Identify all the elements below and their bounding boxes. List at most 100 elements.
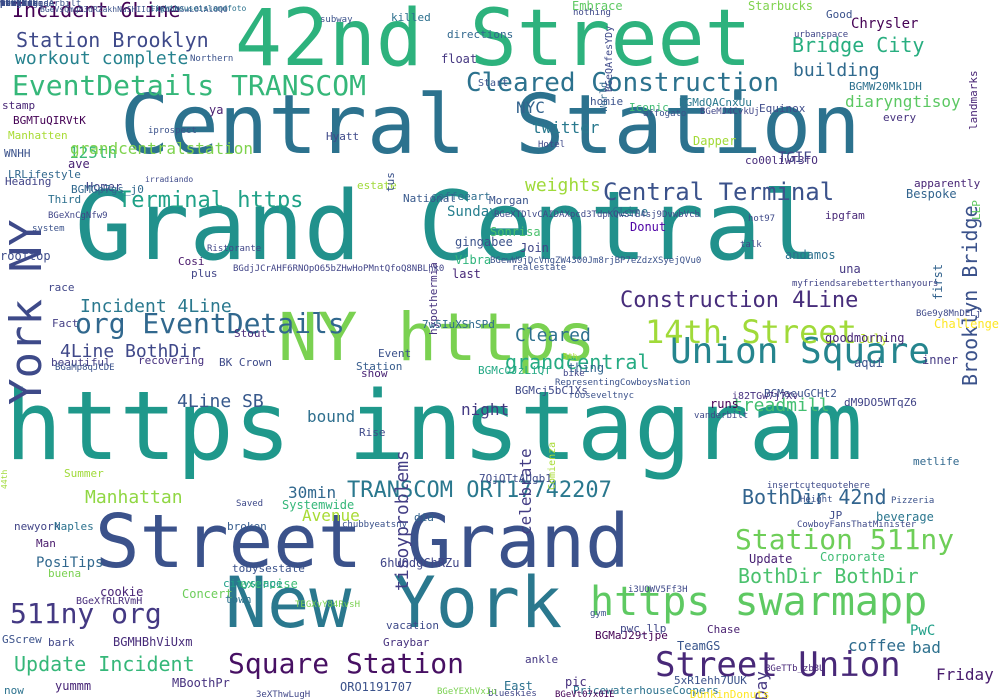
word-cloud-term: cookie <box>100 585 144 599</box>
word-cloud-term: nothing <box>573 8 611 18</box>
word-cloud-term: 7QjQTtAUgb1 <box>479 472 552 485</box>
word-cloud-term: hot97 <box>748 214 776 224</box>
word-cloud-term: insertcutequotehere <box>767 481 870 491</box>
word-cloud-term: vanderbilt <box>694 411 749 421</box>
word-cloud-term: BGMaeuGCHt2 <box>764 387 837 400</box>
word-cloud-term: gingabee <box>455 235 513 249</box>
word-cloud-term: show <box>361 367 388 380</box>
word-cloud-term: Update Incident <box>14 652 195 676</box>
word-cloud-term: hunger <box>0 0 33 9</box>
word-cloud-term: Height <box>800 495 833 505</box>
word-cloud-term: parkave <box>0 0 38 9</box>
word-cloud-term: Donut <box>630 220 667 234</box>
word-cloud-term: Homer <box>86 180 123 194</box>
word-cloud-term: tobysestate <box>232 562 305 575</box>
word-cloud-term: https instagram <box>5 372 863 482</box>
word-cloud-term: Stout <box>234 327 268 340</box>
word-cloud-term: una <box>839 262 861 276</box>
word-cloud-term: Pizzeria <box>891 496 935 506</box>
word-cloud-term: beautiful <box>51 356 111 369</box>
word-cloud-term: broken <box>227 520 267 533</box>
word-cloud-term: bound <box>307 407 356 426</box>
word-cloud-term: vacation <box>386 619 439 632</box>
word-cloud-term: Hyatt <box>326 130 360 143</box>
word-cloud-term: LLP <box>970 200 983 220</box>
word-cloud-term: last <box>452 267 481 281</box>
word-cloud-term: Construction 4Line <box>620 288 859 313</box>
word-cloud-term: runs <box>710 397 739 411</box>
word-cloud-term: 5xR1ehh7UUK <box>674 674 747 687</box>
word-cloud-term: BGewW9jDcVngZW4300Jm8rjBP7eZdzXSyejQVu0 <box>490 256 702 266</box>
word-cloud-term: BK Crown <box>219 356 272 369</box>
word-cloud-term: TRANSCOM ORT17742207 <box>347 478 612 503</box>
word-cloud-term: Central Station <box>120 78 861 173</box>
word-cloud-term: BGMcOJzLiQf <box>478 364 551 377</box>
word-cloud-term: New York <box>225 562 563 644</box>
word-cloud-term: Dapper <box>693 134 737 148</box>
word-cloud-term: BGeVt07x0IE <box>555 690 615 700</box>
word-cloud-term: workout complete <box>15 48 189 69</box>
word-cloud-term: Hotel <box>538 140 566 150</box>
word-cloud-term: Saved <box>236 499 264 509</box>
word-cloud-term: ipgfam <box>825 209 865 222</box>
word-cloud-term: weather <box>0 0 38 9</box>
word-cloud-term: diaryngtisoy <box>845 92 961 111</box>
word-cloud-term: BGeXnCgNfw9 <box>48 211 108 221</box>
word-cloud-term: Starbucks <box>748 0 814 13</box>
word-cloud-term: apparently <box>914 177 981 190</box>
word-cloud-term: urbanspace <box>794 30 849 40</box>
word-cloud-term: BGMGp7gs_j0 <box>71 183 144 196</box>
word-cloud-term: DOORMAN <box>0 0 38 9</box>
word-cloud-term: Systemwide <box>282 498 355 512</box>
word-cloud-term: koala <box>0 0 28 9</box>
word-cloud-term: Chrysler <box>851 16 919 32</box>
word-cloud-term: landmarks <box>967 70 980 130</box>
word-cloud-term: exercise <box>240 577 298 591</box>
word-cloud-term: ave <box>68 157 90 171</box>
word-cloud-term: Sunday <box>447 204 498 220</box>
word-cloud-term: Square Station <box>228 647 465 680</box>
word-cloud-term: blueskies <box>488 689 537 699</box>
word-cloud-term: BGeXTDlvCAIDAXpcd3TdpKQwSTE4sj9DvwbVcb <box>494 210 700 220</box>
word-cloud-term: newyork <box>14 520 61 533</box>
word-cloud-term: BGMaJ29tjpe <box>595 629 668 642</box>
word-cloud-term: GScrew <box>2 633 42 646</box>
word-cloud-term: Event <box>378 347 412 360</box>
word-cloud-term: BothDir BothDir <box>738 564 919 588</box>
word-cloud-term: iprospect <box>148 126 197 136</box>
word-cloud-term: realestate <box>512 263 567 273</box>
word-cloud-term: BothDir 42nd <box>742 485 887 509</box>
word-cloud-term: beverage <box>876 510 934 524</box>
word-cloud-term: aqui <box>854 356 883 370</box>
word-cloud-term: system <box>32 224 65 234</box>
word-cloud-term: MBoothPr <box>172 676 230 690</box>
word-cloud-term: now <box>4 684 24 697</box>
word-cloud-term: NY https <box>278 299 596 376</box>
word-cloud-term: TGIF <box>778 150 812 166</box>
word-cloud-term: Manhatten <box>8 129 68 142</box>
word-cloud-term: comic <box>0 0 28 9</box>
word-cloud-term: lighthouseislandfoto <box>150 4 247 13</box>
word-cloud-term: Bespoke <box>906 187 957 201</box>
word-cloud-term: https swarmapp <box>590 579 928 625</box>
word-cloud-term: Heading <box>5 175 52 188</box>
word-cloud-term: talk <box>740 240 762 250</box>
word-cloud-term: gym <box>590 609 607 619</box>
word-cloud-term: Grand Central <box>75 172 819 282</box>
word-cloud-term: BGMdQACnxUu <box>679 96 752 109</box>
word-cloud-term: 4Line BothDir <box>60 341 201 362</box>
word-cloud-term: EventDetails TRANSCOM <box>12 69 367 102</box>
word-cloud-term: York NY <box>1 219 52 405</box>
word-cloud-term: Cosi <box>178 255 205 268</box>
word-cloud-term: myfriendsarebetterthanyours <box>792 279 939 289</box>
word-cloud-term: treadmill <box>732 395 830 416</box>
word-cloud-term: rewards <box>0 0 38 9</box>
word-cloud-term: coffee <box>848 636 906 655</box>
word-cloud-term: Good <box>826 8 853 21</box>
word-cloud-term: BGdjJCrAHF6RNOpO65bZHwHoPMntQfoQ8NBLhk0 <box>233 264 445 274</box>
word-cloud-term: Man <box>36 537 56 550</box>
word-cloud-term: BGeYEXhVxIu <box>437 687 497 697</box>
word-cloud-term: Street Union <box>655 645 901 685</box>
word-cloud-term: co00liwT3fO <box>745 154 818 167</box>
